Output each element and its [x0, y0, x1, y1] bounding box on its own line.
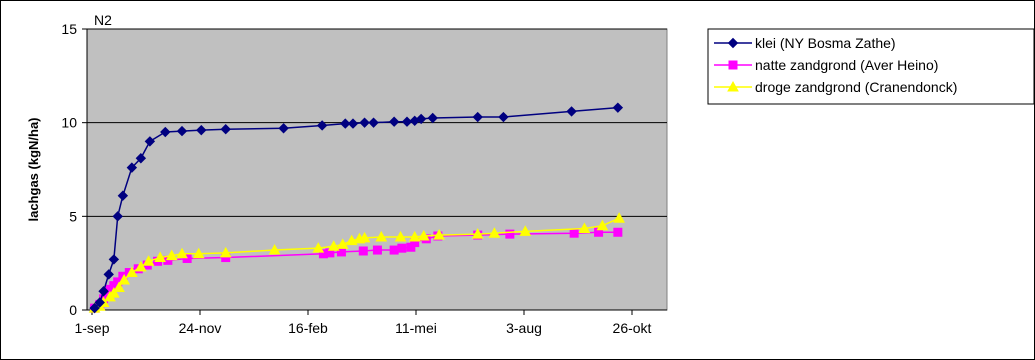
data-point: [358, 231, 371, 243]
data-point: [612, 102, 624, 113]
data-point: [408, 230, 421, 242]
legend-item: droge zandgrond (Cranendonck): [714, 79, 957, 95]
data-point: [108, 287, 120, 298]
data-point: [347, 118, 359, 129]
data-point: [89, 302, 100, 314]
y-tick-label: 0: [69, 302, 77, 318]
data-point: [368, 117, 379, 128]
data-point: [196, 124, 207, 136]
axes: [82, 28, 667, 315]
data-point: [578, 222, 591, 234]
data-point: [397, 243, 407, 253]
data-point: [394, 230, 407, 242]
data-point: [613, 212, 625, 223]
chart-title: N2: [94, 12, 112, 28]
y-tick-label: 5: [69, 208, 77, 224]
legend-label: natte zandgrond (Aver Heino): [755, 57, 938, 73]
data-point: [220, 124, 231, 135]
data-point: [596, 219, 609, 231]
data-point: [113, 281, 125, 293]
data-point: [728, 60, 738, 70]
data-point: [160, 126, 171, 138]
plot-area: [86, 28, 668, 311]
data-point: [358, 246, 368, 256]
x-tick-label: 26-okt: [613, 320, 652, 336]
data-point: [165, 249, 178, 261]
data-point: [336, 238, 349, 249]
data-point: [268, 244, 281, 255]
data-point: [613, 227, 623, 237]
data-point: [117, 190, 129, 201]
y-tick-label: 15: [61, 21, 77, 37]
data-point: [126, 162, 138, 173]
data-point: [176, 125, 188, 137]
data-point: [498, 111, 509, 123]
data-point: [192, 247, 205, 259]
legend: klei (NY Bosma Zathe) natte zandgrond (Av…: [707, 28, 1035, 105]
data-point: [401, 116, 413, 127]
data-point: [472, 111, 483, 123]
x-tick-label: 16-feb: [288, 320, 328, 336]
legend-label: klei (NY Bosma Zathe): [755, 35, 896, 51]
data-point: [359, 117, 370, 128]
x-tick-label: 11-mei: [395, 320, 437, 336]
data-point: [144, 136, 156, 147]
data-point: [327, 240, 340, 251]
data-point: [388, 116, 400, 127]
y-tick-labels: 0 5 10 15: [61, 21, 77, 318]
data-point: [112, 211, 123, 222]
data-point: [415, 113, 427, 125]
data-point: [142, 255, 155, 266]
data-point: [118, 273, 130, 285]
x-tick-label: 1-sep: [74, 320, 109, 336]
legend-item: natte zandgrond (Aver Heino): [714, 57, 938, 73]
legend-label: droge zandgrond (Cranendonck): [755, 79, 957, 95]
legend-box: [707, 28, 1035, 105]
x-tick-label: 24-nov: [179, 320, 222, 336]
data-point: [94, 297, 105, 308]
data-point: [519, 225, 532, 236]
x-tick-label: 3-aug: [506, 320, 542, 336]
data-point: [427, 112, 438, 124]
data-point: [340, 118, 351, 129]
data-point: [312, 242, 325, 253]
data-point: [389, 245, 399, 255]
data-point: [176, 247, 188, 259]
data-point: [126, 266, 138, 278]
series-layer: [88, 102, 625, 314]
x-tick-labels: 1-sep 24-nov 16-feb 11-mei 3-aug 26-okt: [74, 320, 651, 336]
series-2: [88, 212, 625, 313]
data-point: [316, 120, 328, 131]
data-point: [727, 37, 739, 49]
y-axis-label: lachgas (kgN/ha): [26, 117, 41, 221]
data-point: [154, 251, 166, 263]
data-point: [372, 245, 382, 255]
data-point: [569, 228, 579, 238]
data-point: [433, 229, 445, 240]
data-point: [488, 227, 501, 238]
data-point: [135, 260, 147, 272]
data-point: [98, 286, 109, 297]
data-point: [278, 123, 289, 134]
data-point: [103, 269, 114, 280]
data-point: [375, 230, 388, 242]
data-point: [505, 229, 515, 239]
data-point: [727, 80, 739, 92]
data-point: [108, 254, 120, 265]
data-point: [417, 229, 430, 241]
series-0: [89, 102, 624, 314]
y-tick-label: 10: [61, 115, 77, 131]
data-point: [135, 153, 147, 164]
data-point: [219, 246, 232, 258]
legend-item: klei (NY Bosma Zathe): [714, 35, 896, 51]
data-point: [471, 228, 484, 239]
data-point: [566, 106, 577, 117]
